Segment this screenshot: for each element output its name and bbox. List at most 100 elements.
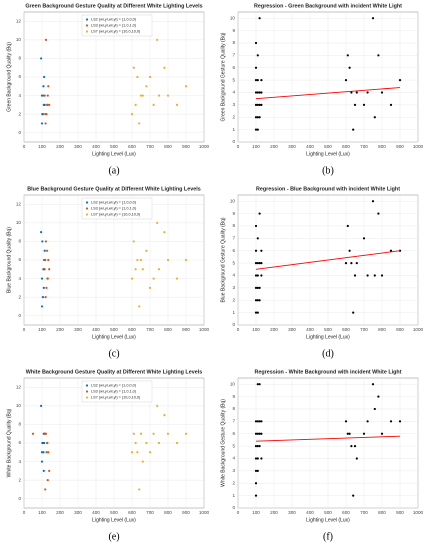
chart-title: Blue Background Gesture Quality at Diffe… bbox=[27, 186, 200, 192]
point bbox=[254, 41, 258, 45]
point bbox=[371, 17, 375, 20]
chart-title: Regression - Blue Background with incide… bbox=[256, 186, 400, 192]
legend-marker bbox=[85, 207, 89, 210]
x-tick-label: 800 bbox=[164, 510, 172, 515]
point bbox=[152, 432, 155, 435]
point bbox=[254, 420, 258, 423]
point bbox=[145, 249, 148, 252]
point bbox=[254, 469, 258, 472]
legend-marker bbox=[85, 18, 89, 21]
y-tick-label: 8 bbox=[232, 223, 235, 228]
point bbox=[134, 441, 137, 445]
point bbox=[43, 94, 46, 97]
x-tick-label: 700 bbox=[360, 327, 368, 332]
point bbox=[256, 128, 259, 131]
point bbox=[175, 103, 179, 106]
point bbox=[48, 469, 51, 472]
y-tick-label: 0 bbox=[232, 322, 235, 327]
point bbox=[132, 432, 135, 435]
y-tick-label: 6 bbox=[232, 431, 235, 436]
legend-box bbox=[81, 14, 153, 37]
point bbox=[254, 78, 258, 82]
x-tick-label: 0 bbox=[237, 510, 240, 515]
point bbox=[254, 103, 258, 106]
point bbox=[138, 122, 141, 125]
x-tick-label: 1000 bbox=[199, 510, 210, 515]
x-tick-label: 300 bbox=[74, 144, 82, 149]
point bbox=[254, 457, 258, 460]
x-tick-label: 100 bbox=[38, 144, 46, 149]
y-axis-label: White Background Quality (Bq) bbox=[6, 408, 12, 477]
point bbox=[254, 311, 258, 314]
point bbox=[256, 444, 259, 448]
point bbox=[254, 482, 258, 485]
point bbox=[44, 240, 48, 243]
x-axis-label: Lighting Level (Lux) bbox=[306, 334, 350, 340]
point bbox=[373, 407, 376, 411]
x-tick-label: 400 bbox=[92, 510, 100, 515]
x-tick-label: 600 bbox=[342, 510, 350, 515]
point bbox=[44, 38, 48, 41]
y-tick-label: 9 bbox=[232, 28, 235, 33]
regression-line bbox=[255, 435, 401, 442]
point bbox=[152, 277, 155, 280]
y-tick-label: 1 bbox=[232, 127, 235, 132]
point bbox=[141, 460, 144, 463]
point bbox=[184, 85, 188, 88]
point bbox=[46, 479, 49, 482]
point bbox=[184, 258, 188, 262]
point bbox=[377, 212, 380, 215]
x-tick-label: 0 bbox=[237, 144, 240, 149]
point bbox=[166, 432, 170, 435]
legend-marker bbox=[85, 396, 89, 399]
point bbox=[130, 451, 134, 454]
legend-label: LS2 (wr,yr,wl,yl) = (1,0,0,0) bbox=[91, 201, 137, 205]
y-axis-label: Green Background Gesture Quality (Bq) bbox=[220, 32, 226, 121]
point bbox=[355, 261, 358, 265]
regression-line bbox=[255, 250, 401, 270]
panel: 0 100 200 300 400 500 600 700 800 900 1000 0 1 2 3 4 5 6 7… bbox=[220, 3, 423, 176]
point bbox=[256, 91, 259, 94]
x-tick-label: 500 bbox=[324, 510, 332, 515]
point bbox=[136, 258, 139, 262]
y-tick-label: 2 bbox=[18, 294, 21, 299]
y-tick-label: 6 bbox=[18, 257, 21, 262]
point bbox=[148, 286, 152, 289]
point bbox=[138, 305, 141, 308]
point bbox=[258, 299, 261, 302]
point bbox=[42, 451, 45, 454]
point bbox=[398, 420, 402, 423]
y-tick-label: 2 bbox=[18, 477, 21, 482]
point bbox=[136, 451, 139, 454]
point bbox=[371, 383, 375, 386]
x-tick-label: 500 bbox=[110, 327, 118, 332]
point bbox=[136, 75, 139, 79]
point bbox=[48, 268, 51, 271]
point bbox=[352, 311, 355, 314]
point bbox=[40, 122, 44, 125]
y-tick-label: 0 bbox=[232, 505, 235, 510]
chart-title: White Background Gesture Quality at Diff… bbox=[26, 369, 202, 375]
x-tick-label: 200 bbox=[56, 327, 64, 332]
point bbox=[163, 66, 166, 69]
legend-label: LS7 (wr,yr,wl,yl) = (10,0,10,0) bbox=[91, 396, 141, 400]
x-tick-label: 400 bbox=[92, 144, 100, 149]
point bbox=[380, 432, 384, 435]
x-tick-label: 700 bbox=[360, 510, 368, 515]
y-axis-label: White Background Gesture Quality (Bq) bbox=[220, 399, 226, 487]
y-tick-label: 2 bbox=[232, 480, 235, 485]
legend-label: LS3 (wr,yr,wl,yl) = (1,0,1,0) bbox=[91, 207, 137, 211]
x-axis-label: Lighting Level (Lux) bbox=[306, 517, 350, 523]
point bbox=[44, 488, 47, 491]
chart-title: Regression - White Background with incid… bbox=[254, 369, 401, 375]
point bbox=[258, 103, 261, 106]
y-tick-label: 10 bbox=[230, 15, 236, 20]
point bbox=[348, 249, 351, 252]
caption: (b) bbox=[322, 165, 334, 176]
x-tick-label: 500 bbox=[110, 144, 118, 149]
point bbox=[258, 432, 261, 435]
point bbox=[48, 103, 51, 106]
point bbox=[377, 395, 380, 398]
legend-label: LS2 (wr,yr,wl,yl) = (1,0,0,0) bbox=[91, 384, 137, 388]
point bbox=[148, 451, 152, 454]
